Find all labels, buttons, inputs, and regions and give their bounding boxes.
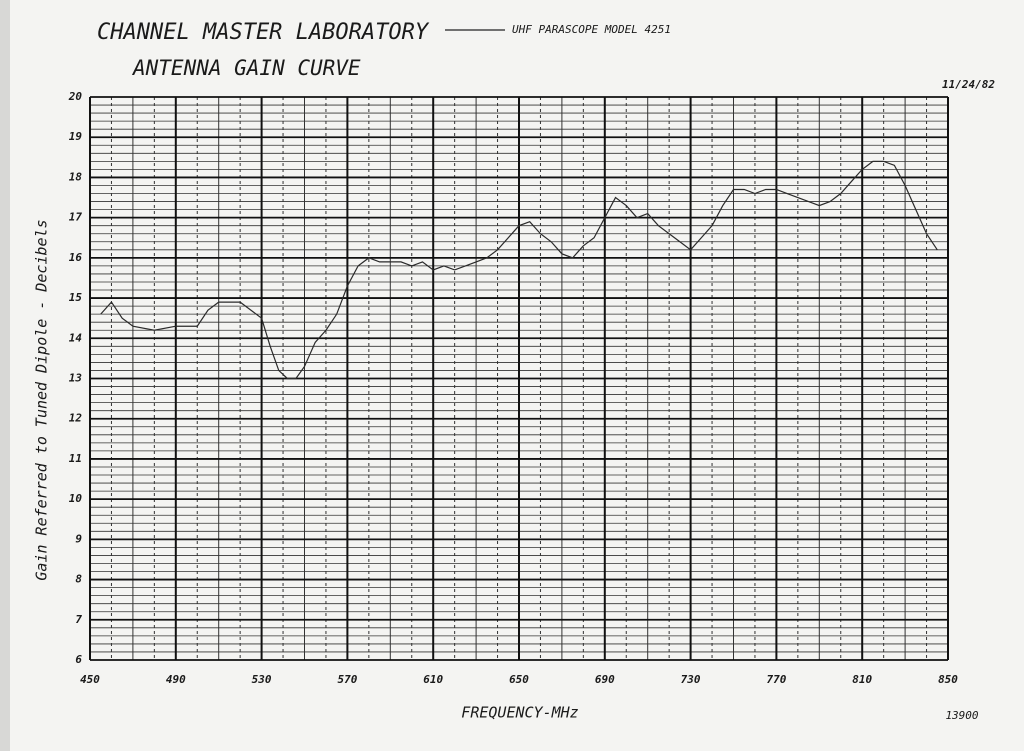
x-tick-label: 690 xyxy=(595,673,615,686)
x-tick-label: 650 xyxy=(509,673,529,686)
x-tick-label: 530 xyxy=(252,673,272,686)
y-tick-label: 16 xyxy=(69,251,83,264)
paper xyxy=(10,0,1024,751)
x-tick-label: 850 xyxy=(938,673,958,686)
y-tick-label: 20 xyxy=(68,90,83,103)
x-tick-label: 490 xyxy=(166,673,186,686)
x-tick-label: 810 xyxy=(852,673,872,686)
y-tick-label: 10 xyxy=(69,492,83,505)
y-tick-label: 12 xyxy=(69,412,83,425)
chart-subtitle: ANTENNA GAIN CURVE xyxy=(131,56,361,80)
y-tick-label: 14 xyxy=(69,331,83,344)
y-axis-label: Gain Referred to Tuned Dipole - Decibels xyxy=(33,219,51,580)
y-tick-label: 18 xyxy=(69,170,83,183)
y-tick-label: 7 xyxy=(75,613,82,626)
x-tick-label: 770 xyxy=(766,673,786,686)
data-line xyxy=(100,160,938,380)
y-tick-label: 6 xyxy=(75,653,82,666)
x-tick-label: 610 xyxy=(423,673,443,686)
x-tick-label: 730 xyxy=(681,673,701,686)
footer-code: 13900 xyxy=(945,709,978,722)
x-tick-label: 450 xyxy=(80,673,100,686)
y-tick-label: 17 xyxy=(69,211,83,224)
y-tick-label: 19 xyxy=(69,130,83,143)
y-tick-label: 8 xyxy=(75,573,82,586)
x-tick-label: 570 xyxy=(337,673,357,686)
legend-label: UHF PARASCOPE MODEL 4251 xyxy=(512,23,671,36)
y-tick-label: 9 xyxy=(75,532,82,545)
y-tick-label: 13 xyxy=(69,372,83,385)
x-axis-label: FREQUENCY-MHz xyxy=(461,704,578,722)
date: 11/24/82 xyxy=(942,78,995,91)
y-tick-label: 11 xyxy=(69,452,82,465)
chart-title: CHANNEL MASTER LABORATORY xyxy=(97,20,430,45)
y-tick-label: 15 xyxy=(69,291,83,304)
